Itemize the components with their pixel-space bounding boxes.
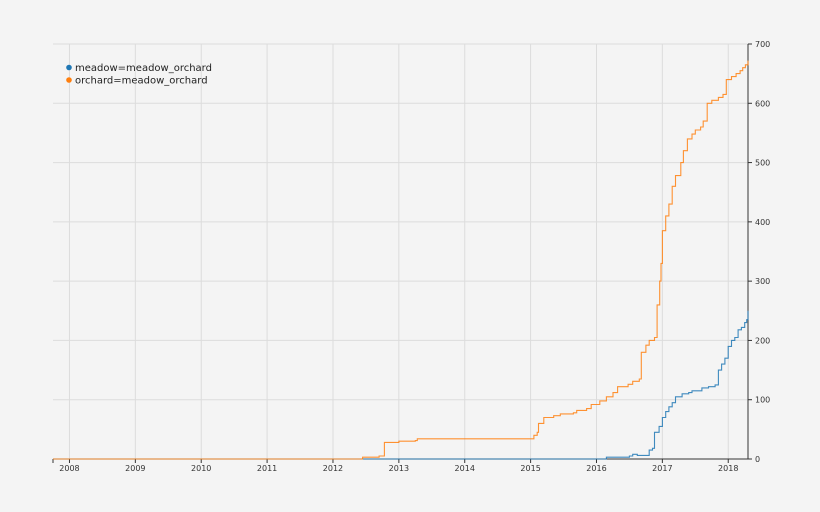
legend-label-orchard: orchard=meadow_orchard bbox=[75, 76, 208, 87]
legend-entry-meadow[interactable]: meadow=meadow_orchard bbox=[66, 63, 212, 74]
x-tick-label: 2013 bbox=[389, 464, 409, 473]
y-tick-label: 400 bbox=[755, 218, 770, 227]
x-tick-label: 2017 bbox=[652, 464, 672, 473]
y-tick-label: 0 bbox=[755, 455, 760, 464]
x-tick-label: 2012 bbox=[323, 464, 343, 473]
x-tick-label: 2011 bbox=[257, 464, 277, 473]
x-tick-label: 2009 bbox=[125, 464, 145, 473]
legend-entry-orchard[interactable]: orchard=meadow_orchard bbox=[66, 76, 208, 87]
legend-label-meadow: meadow=meadow_orchard bbox=[75, 63, 212, 74]
x-tick-label: 2016 bbox=[586, 464, 606, 473]
y-tick-label: 700 bbox=[755, 40, 770, 49]
x-tick-label: 2014 bbox=[455, 464, 475, 473]
y-tick-label: 600 bbox=[755, 99, 770, 108]
y-tick-label: 200 bbox=[755, 336, 770, 345]
x-tick-label: 2018 bbox=[718, 464, 738, 473]
grid bbox=[53, 43, 748, 460]
legend: meadow=meadow_orchard orchard=meadow_orc… bbox=[66, 63, 212, 87]
legend-marker-orchard bbox=[66, 77, 72, 83]
y-tick-label: 500 bbox=[755, 159, 770, 168]
x-tick-label: 2010 bbox=[191, 464, 211, 473]
y-tick-label: 100 bbox=[755, 396, 770, 405]
x-tick-label: 2008 bbox=[59, 464, 79, 473]
legend-marker-meadow bbox=[66, 64, 72, 71]
series-line-meadow bbox=[53, 310, 749, 460]
x-tick-label: 2015 bbox=[520, 464, 540, 473]
y-tick-label: 300 bbox=[755, 277, 770, 286]
series-lines bbox=[53, 60, 749, 460]
series-line-orchard bbox=[53, 60, 749, 460]
